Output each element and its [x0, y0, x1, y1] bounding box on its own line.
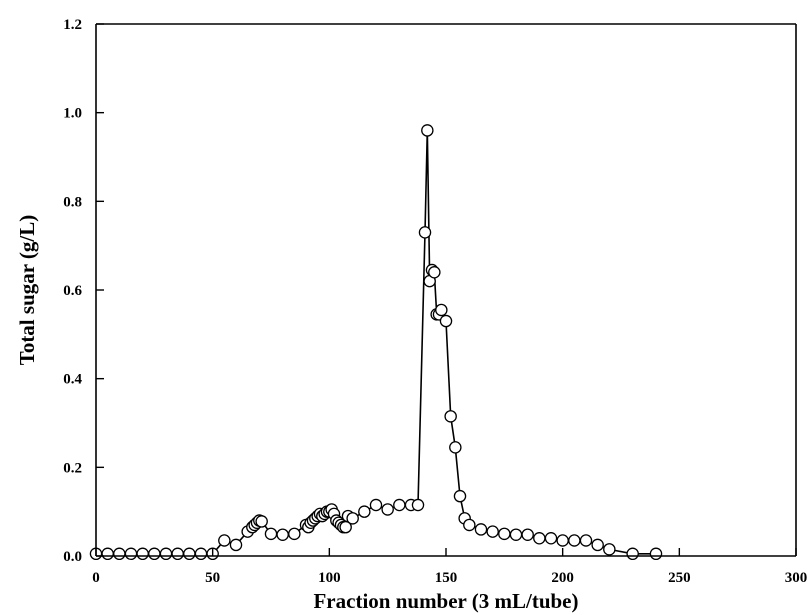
data-point [544, 532, 558, 545]
data-point [194, 547, 208, 561]
y-tick-label: 0.6 [63, 283, 82, 299]
y-tick-label: 0.2 [63, 460, 82, 476]
data-point [421, 124, 434, 137]
data-point [556, 534, 569, 547]
y-tick-label: 0.4 [63, 372, 82, 388]
data-point [381, 503, 394, 516]
x-tick-label: 300 [785, 570, 808, 586]
data-point [498, 527, 511, 541]
y-tick-label: 1.0 [63, 106, 82, 122]
x-tick-label: 250 [668, 570, 691, 586]
data-point [136, 547, 149, 561]
data-point [148, 547, 161, 561]
data-point [439, 314, 453, 328]
data-point [463, 518, 476, 532]
data-point [649, 547, 663, 561]
data-point [113, 547, 126, 561]
data-point [603, 543, 616, 556]
axes: 0 50 100 150 200 250 300 0.0 0.2 0.4 0.6 0.8 1.0 1.2 [63, 17, 807, 586]
data-point [276, 528, 289, 541]
y-axis-title: Total sugar (g/L) [15, 215, 39, 366]
data-point [444, 410, 457, 423]
data-point [255, 515, 268, 528]
data-point [568, 534, 581, 547]
y-tick-label: 0.0 [63, 549, 82, 565]
data-point [411, 498, 425, 512]
series-line [96, 130, 656, 555]
x-axis-title: Fraction number (3 mL/tube) [313, 589, 578, 613]
x-tick-label: 150 [435, 570, 458, 586]
data-point [264, 527, 278, 541]
x-tick-label: 0 [92, 570, 100, 586]
x-tick-label: 100 [318, 570, 341, 586]
data-point [449, 441, 462, 454]
data-point [393, 498, 406, 512]
data-point [428, 266, 441, 279]
data-point [509, 528, 523, 541]
data-point [124, 547, 138, 561]
data-point [171, 547, 184, 561]
data-point [358, 505, 371, 518]
data-point [533, 532, 546, 545]
data-point [218, 534, 231, 547]
data-point [369, 498, 383, 512]
data-point [626, 547, 639, 561]
data-point [346, 512, 359, 525]
data-point [474, 523, 488, 536]
data-point [229, 538, 243, 552]
data-point [101, 547, 114, 561]
data-point [591, 538, 604, 552]
data-point [288, 527, 301, 541]
data-point [159, 547, 173, 561]
data-point [435, 303, 448, 317]
data-point [579, 534, 593, 547]
data-point [453, 489, 467, 503]
x-tick-label: 50 [205, 570, 220, 586]
data-point [418, 226, 432, 239]
data-point [486, 525, 499, 538]
data-point [183, 547, 196, 561]
data-point [521, 528, 534, 541]
y-tick-label: 1.2 [63, 17, 82, 33]
plot-area [89, 124, 663, 561]
x-tick-label: 200 [551, 570, 574, 586]
y-tick-label: 0.8 [63, 194, 82, 210]
